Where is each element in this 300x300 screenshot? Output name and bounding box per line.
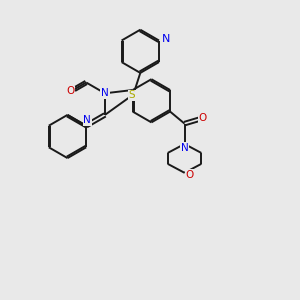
Text: N: N [181, 143, 188, 153]
Text: N: N [83, 115, 91, 125]
Text: S: S [129, 90, 135, 100]
Text: O: O [186, 170, 194, 180]
Text: N: N [161, 34, 170, 44]
Text: O: O [67, 86, 75, 97]
Text: N: N [101, 88, 109, 98]
Text: O: O [198, 113, 207, 123]
